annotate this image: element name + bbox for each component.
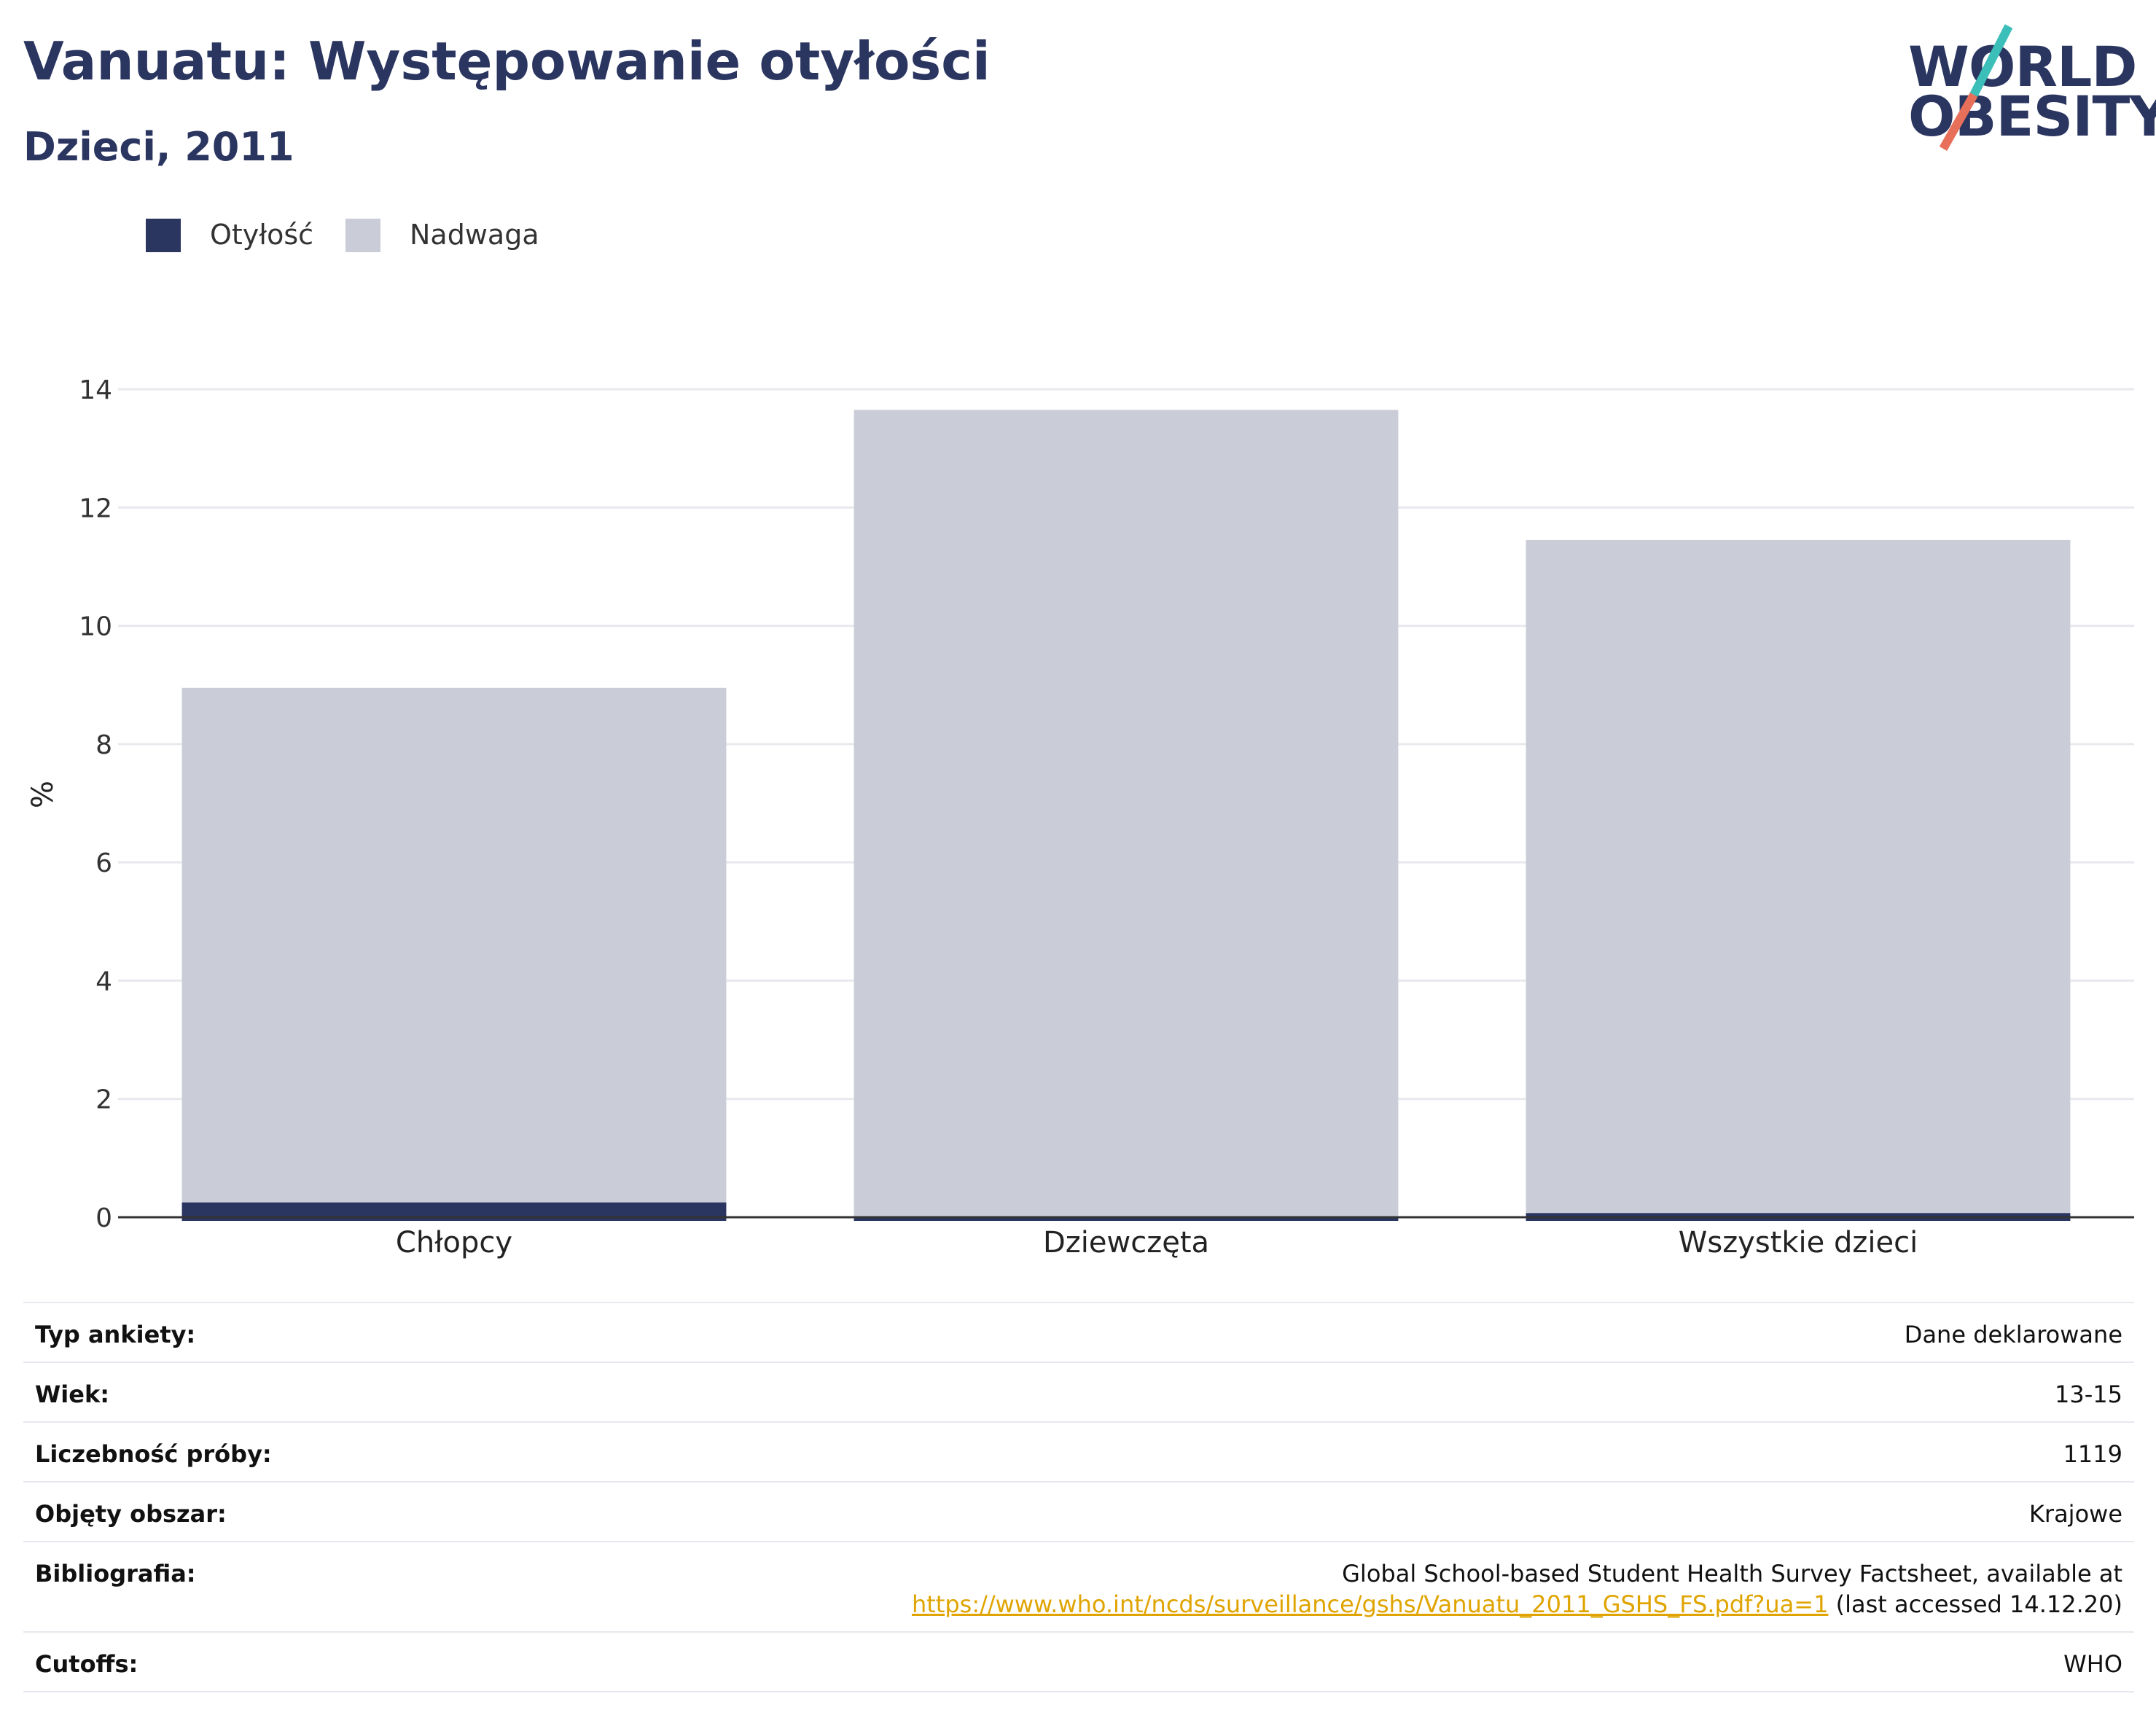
y-tick-label: 6 bbox=[95, 848, 112, 878]
info-value: Dane deklarowane bbox=[1904, 1321, 2122, 1348]
chart-axis: 0 2 4 6 8 10 12 14 Chłopcy Dziewczęta Wszystkie dz… bbox=[79, 375, 2134, 1260]
info-row-survey-type: Typ ankiety: Dane deklarowane bbox=[23, 1302, 2134, 1362]
info-key: Wiek: bbox=[35, 1380, 110, 1408]
info-value: 13-15 bbox=[2055, 1380, 2122, 1408]
info-value: 1119 bbox=[2063, 1440, 2122, 1468]
info-row-bibliography: Bibliografia: Global School-based Studen… bbox=[23, 1541, 2134, 1631]
info-value-line-2: https://www.who.int/ncds/surveillance/gs… bbox=[912, 1590, 2122, 1618]
info-row-area-covered: Objęty obszar: Krajowe bbox=[23, 1481, 2134, 1541]
bar-oty-o- bbox=[854, 1217, 1399, 1221]
info-row-age: Wiek: 13-15 bbox=[23, 1362, 2134, 1421]
y-tick-label: 10 bbox=[79, 612, 112, 642]
info-row-cutoffs: Cutoffs: WHO bbox=[23, 1631, 2134, 1692]
bibliography-suffix: (last accessed 14.12.20) bbox=[1828, 1590, 2122, 1618]
chart-bars bbox=[181, 410, 2071, 1221]
chart-title: Vanuatu: Występowanie otyłości bbox=[23, 31, 991, 92]
legend-swatch-nadwaga bbox=[345, 219, 380, 252]
info-key: Typ ankiety: bbox=[35, 1321, 196, 1348]
y-tick-label: 2 bbox=[95, 1085, 112, 1115]
bibliography-link[interactable]: https://www.who.int/ncds/surveillance/gs… bbox=[911, 1590, 1829, 1618]
x-tick-label: Wszystkie dzieci bbox=[1679, 1226, 1918, 1260]
bar-nadwaga bbox=[854, 410, 1399, 1220]
x-tick-label: Dziewczęta bbox=[1043, 1226, 1209, 1260]
bar-nadwaga bbox=[1526, 539, 2071, 1220]
info-value-line-1: Global School-based Student Health Surve… bbox=[1342, 1560, 2122, 1587]
legend-label-nadwaga: Nadwaga bbox=[410, 219, 539, 251]
logo-slash-icon bbox=[1939, 24, 2013, 151]
info-key: Cutoffs: bbox=[35, 1650, 138, 1678]
y-tick-label: 0 bbox=[95, 1203, 112, 1233]
bar-chart: 0 2 4 6 8 10 12 14 Chłopcy Dziewczęta Wszystkie dz… bbox=[26, 375, 2134, 1260]
y-tick-label: 12 bbox=[79, 493, 112, 523]
y-tick-label: 4 bbox=[95, 966, 112, 996]
info-value: Krajowe bbox=[2028, 1500, 2122, 1528]
info-key: Objęty obszar: bbox=[35, 1500, 227, 1528]
world-obesity-logo: WORLD OBESITY bbox=[1895, 22, 2156, 153]
y-axis-label: % bbox=[26, 781, 60, 808]
info-row-sample-size: Liczebność próby: 1119 bbox=[23, 1421, 2134, 1481]
info-key: Bibliografia: bbox=[35, 1560, 196, 1587]
chart-subtitle: Dzieci, 2011 bbox=[23, 124, 294, 170]
y-tick-label: 14 bbox=[79, 375, 112, 405]
survey-info-table: Typ ankiety: Dane deklarowane Wiek: 13-1… bbox=[23, 1302, 2134, 1692]
logo-line-1: WORLD bbox=[1908, 34, 2137, 99]
legend-label-otylosc: Otyłość bbox=[210, 219, 314, 251]
info-key: Liczebność próby: bbox=[35, 1440, 272, 1468]
info-value: WHO bbox=[2063, 1650, 2122, 1678]
y-tick-label: 8 bbox=[95, 730, 112, 760]
legend-swatch-otylosc bbox=[146, 219, 181, 252]
bar-nadwaga bbox=[181, 687, 727, 1220]
x-tick-label: Chłopcy bbox=[396, 1226, 512, 1260]
